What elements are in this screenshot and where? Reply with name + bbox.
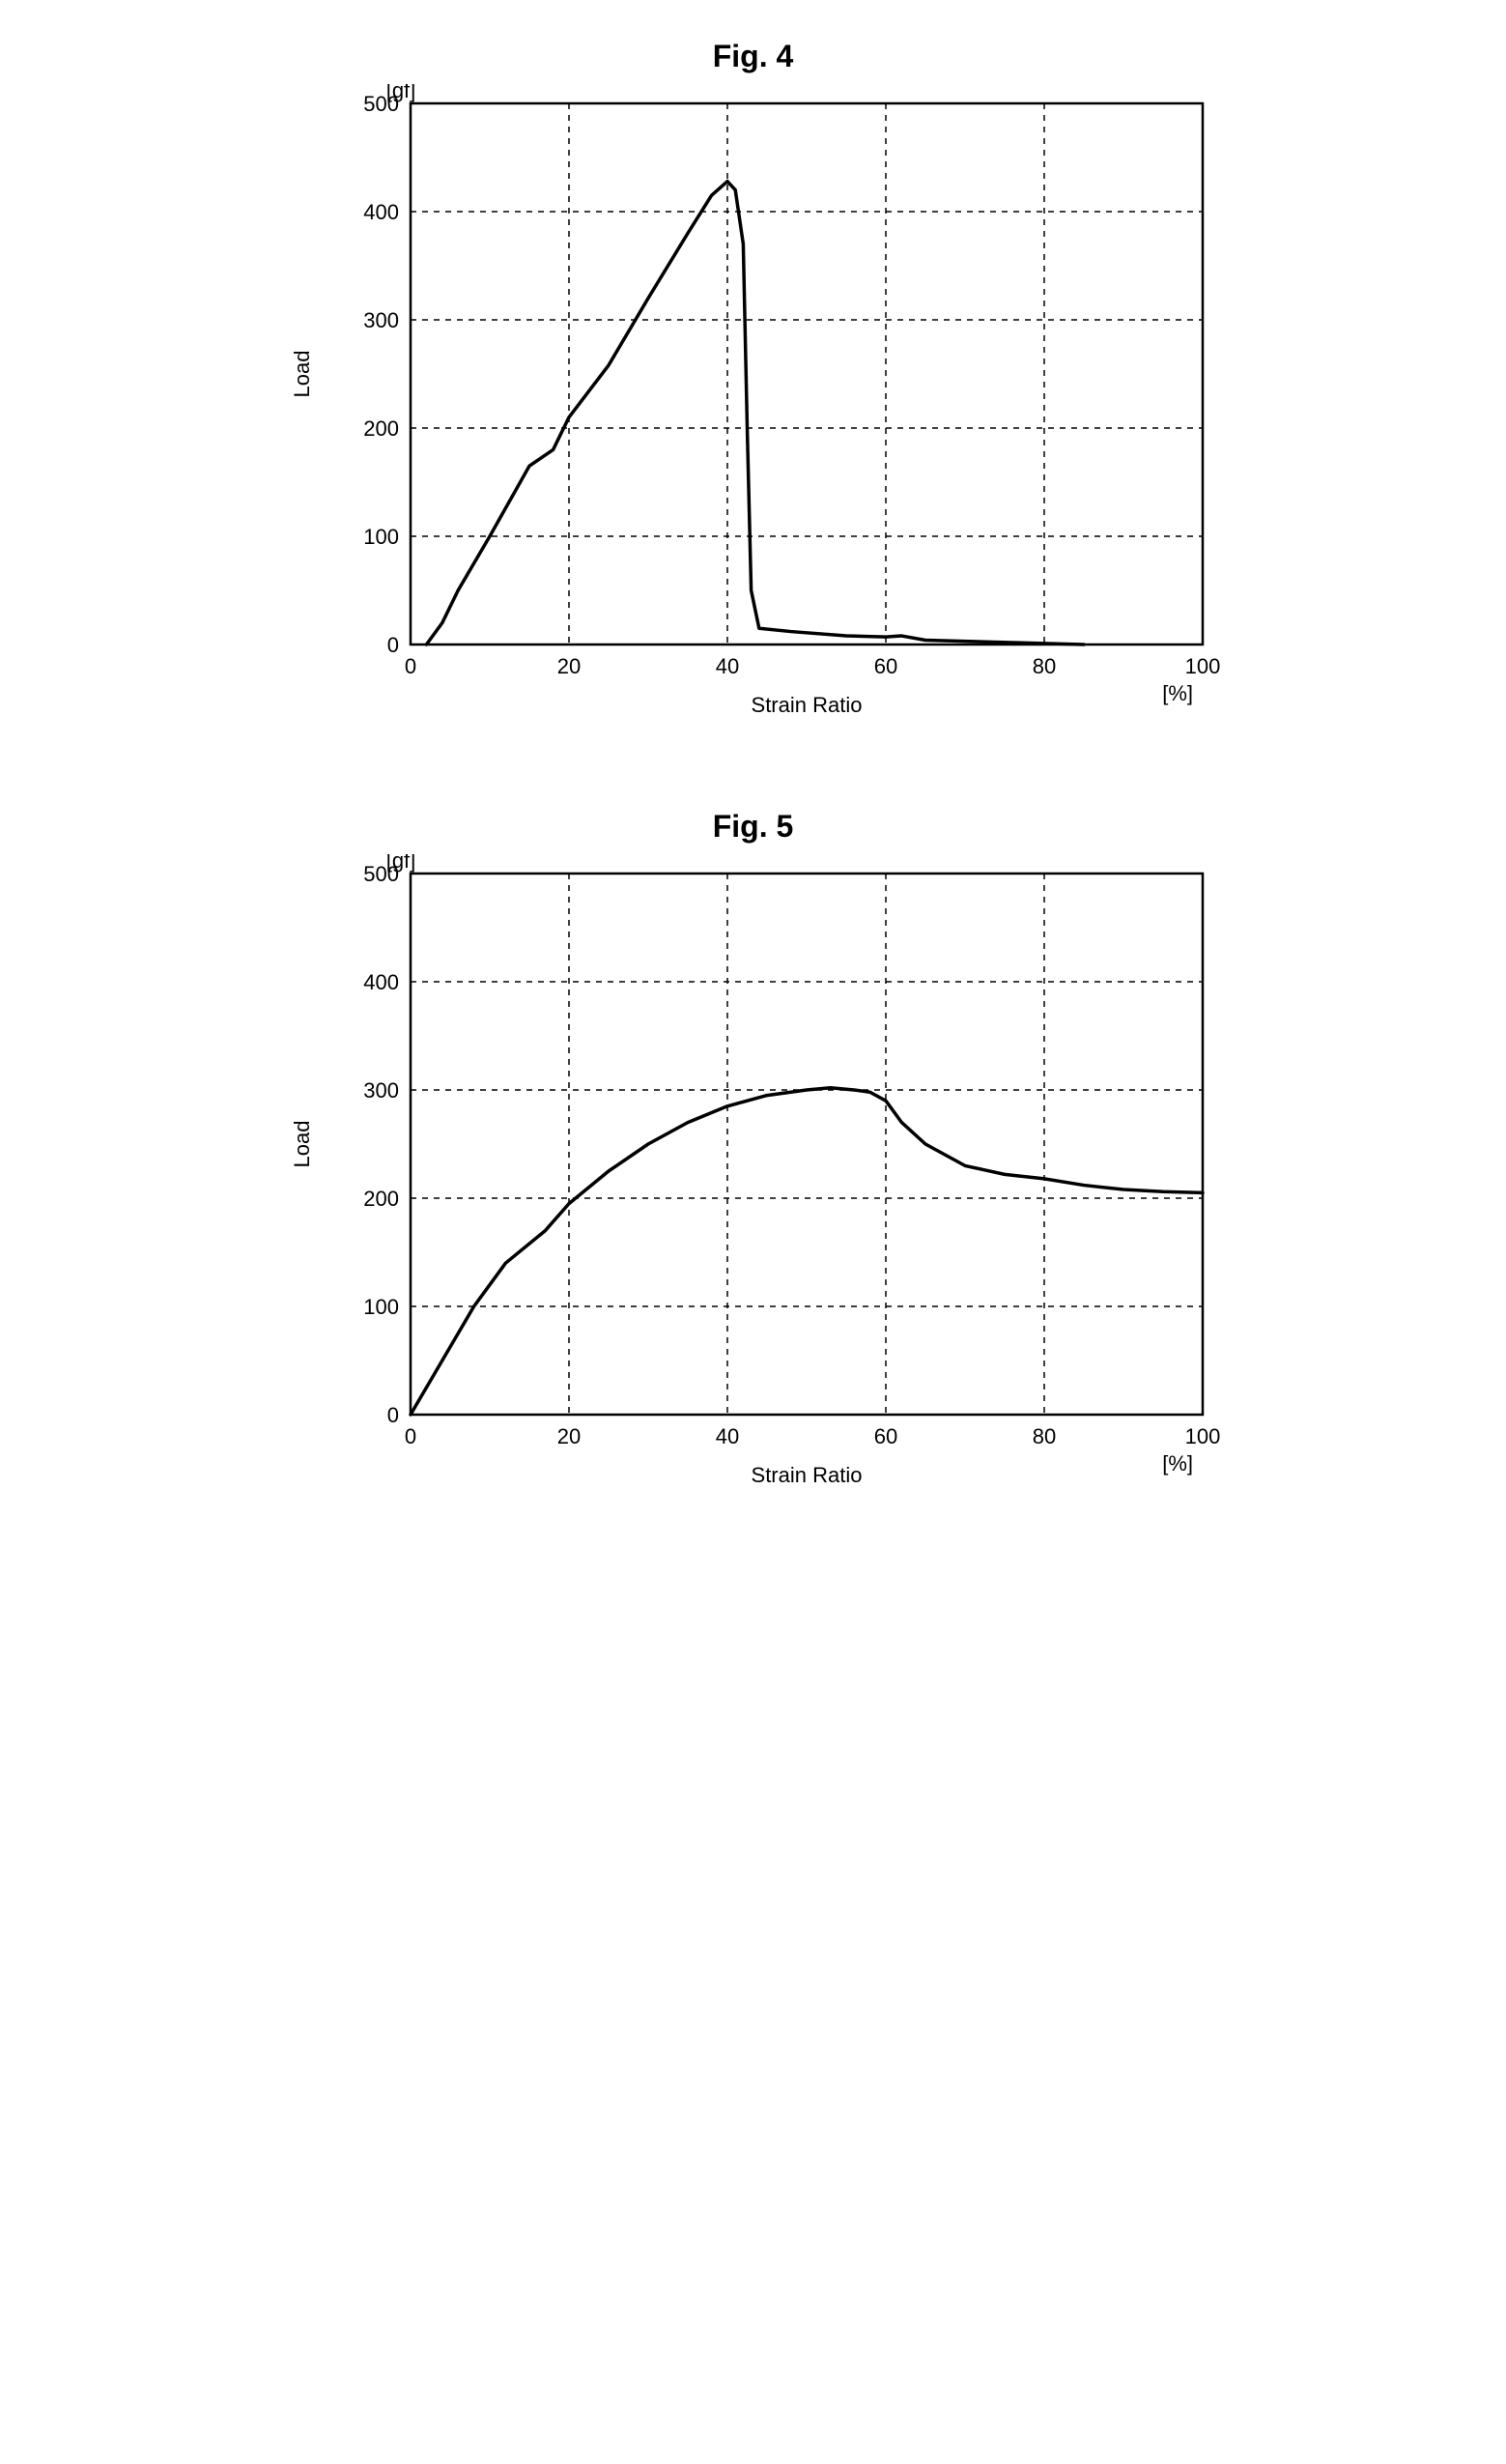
x-tick-label: 60 xyxy=(873,654,896,678)
y-tick-label: 400 xyxy=(363,970,399,994)
plot-background xyxy=(411,874,1203,1415)
y-unit-label: [gf] xyxy=(385,854,415,873)
y-tick-label: 0 xyxy=(386,1403,398,1427)
x-tick-label: 20 xyxy=(556,1424,580,1448)
x-tick-label: 80 xyxy=(1032,654,1055,678)
y-tick-label: 0 xyxy=(386,633,398,657)
x-tick-label: 40 xyxy=(715,654,738,678)
y-unit-label: [gf] xyxy=(385,84,415,102)
y-tick-label: 200 xyxy=(363,416,399,441)
figure-container: Fig. 5 0204060801000100200300400500Strai… xyxy=(39,809,1467,1502)
x-tick-label: 40 xyxy=(715,1424,738,1448)
y-axis-label: Load xyxy=(290,351,314,398)
x-tick-label: 20 xyxy=(556,654,580,678)
x-tick-label: 100 xyxy=(1184,1424,1220,1448)
chart-wrapper: 0204060801000100200300400500Strain Ratio… xyxy=(275,854,1232,1502)
figure-container: Fig. 4 0204060801000100200300400500Strai… xyxy=(39,39,1467,731)
figure-title: Fig. 5 xyxy=(39,809,1467,845)
x-unit-label: [%] xyxy=(1162,681,1193,705)
figure-title: Fig. 4 xyxy=(39,39,1467,74)
y-tick-label: 300 xyxy=(363,308,399,332)
x-axis-label: Strain Ratio xyxy=(751,1463,862,1487)
x-tick-label: 0 xyxy=(404,1424,415,1448)
y-tick-label: 100 xyxy=(363,525,399,549)
x-axis-label: Strain Ratio xyxy=(751,693,862,717)
y-tick-label: 400 xyxy=(363,200,399,224)
y-tick-label: 300 xyxy=(363,1078,399,1103)
x-tick-label: 80 xyxy=(1032,1424,1055,1448)
y-tick-label: 100 xyxy=(363,1295,399,1319)
chart-wrapper: 0204060801000100200300400500Strain Ratio… xyxy=(275,84,1232,731)
plot-background xyxy=(411,103,1203,645)
y-axis-label: Load xyxy=(290,1121,314,1168)
x-tick-label: 60 xyxy=(873,1424,896,1448)
x-tick-label: 100 xyxy=(1184,654,1220,678)
x-unit-label: [%] xyxy=(1162,1451,1193,1476)
x-tick-label: 0 xyxy=(404,654,415,678)
y-tick-label: 200 xyxy=(363,1187,399,1211)
